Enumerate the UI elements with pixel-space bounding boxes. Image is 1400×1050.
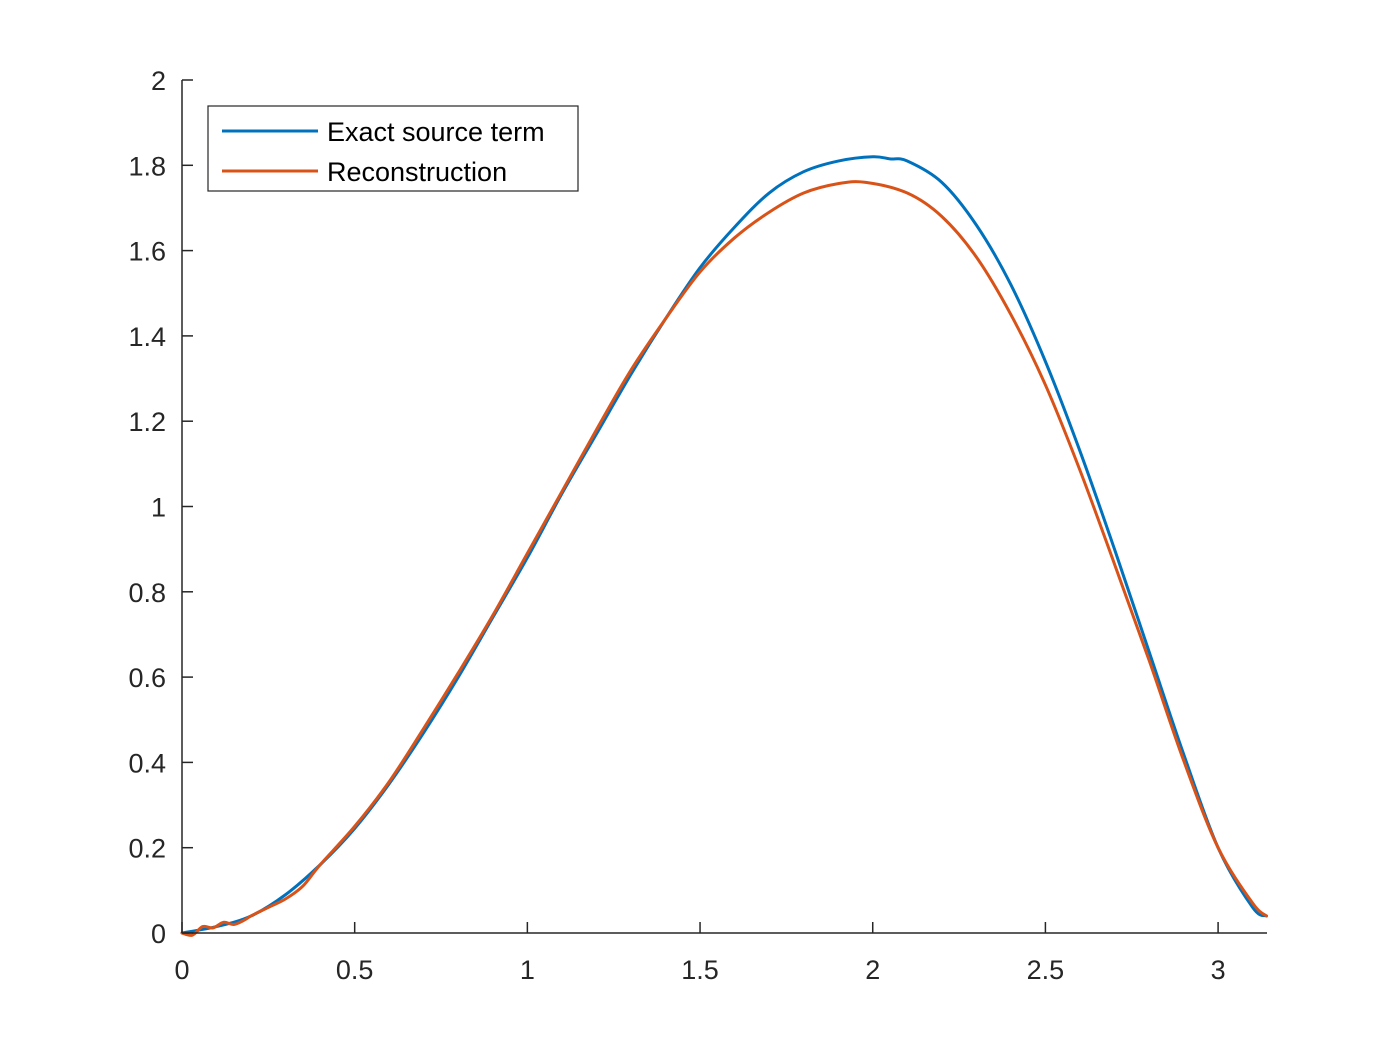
x-tick-label: 0.5 [336, 955, 374, 985]
x-tick-label: 3 [1211, 955, 1226, 985]
y-tick-label: 1.6 [128, 237, 166, 267]
y-tick-label: 1.4 [128, 322, 166, 352]
x-tick-label: 1.5 [681, 955, 719, 985]
y-tick-label: 1.8 [128, 151, 166, 181]
legend-label-reconstruction: Reconstruction [327, 157, 507, 187]
ticks: 0 0.5 1 1.5 2 2.5 3 0 0.2 0.4 0.6 0.8 1 1.2 1.4 1.6 1.8 2 [128, 66, 1225, 985]
series-line-exact-source-term [180, 155, 1268, 935]
x-tick-label: 2.5 [1027, 955, 1065, 985]
y-tick-label: 1 [151, 493, 166, 523]
y-tick-label: 0.6 [128, 663, 166, 693]
y-tick-label: 0.4 [128, 748, 166, 778]
series-line-reconstruction [180, 180, 1268, 937]
y-tick-label: 0.8 [128, 578, 166, 608]
series-layer [180, 155, 1268, 937]
y-tick-label: 0.2 [128, 834, 166, 864]
x-tick-label: 0 [174, 955, 189, 985]
legend: Exact source term Reconstruction [207, 105, 579, 192]
y-tick-label: 0 [151, 919, 166, 949]
x-tick-label: 2 [865, 955, 880, 985]
y-tick-label: 2 [151, 66, 166, 96]
axes [181, 80, 1267, 934]
x-tick-label: 1 [520, 955, 535, 985]
legend-label-exact-source-term: Exact source term [327, 117, 545, 147]
y-tick-label: 1.2 [128, 407, 166, 437]
legend-box [207, 105, 579, 192]
